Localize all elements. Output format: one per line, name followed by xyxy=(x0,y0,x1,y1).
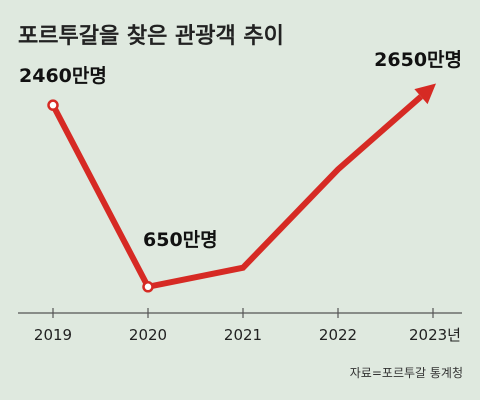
x-tick-label: 2021 xyxy=(224,326,262,344)
data-markers xyxy=(47,99,154,293)
data-label: 2460만명 xyxy=(19,65,107,87)
x-tick-label: 2019 xyxy=(34,326,72,344)
x-axis-tick-labels: 2019 2020 2021 2022 2023년 xyxy=(34,326,461,344)
data-point-marker xyxy=(142,281,154,293)
source-note: 자료=포르투갈 통계청 xyxy=(350,366,463,380)
series-end-arrow xyxy=(414,83,437,105)
x-tick-label: 2022 xyxy=(319,326,357,344)
chart-title: 포르투갈을 찾은 관광객 추이 xyxy=(18,24,284,49)
x-tick-label: 2020 xyxy=(129,326,167,344)
x-axis-ticks xyxy=(52,308,434,318)
series-line xyxy=(50,94,423,291)
x-tick-label: 2023년 xyxy=(409,326,461,344)
data-point-marker xyxy=(47,99,59,111)
data-label: 650만명 xyxy=(143,229,218,251)
data-labels: 2460만명 650만명 2650만명 xyxy=(19,49,462,251)
data-label: 2650만명 xyxy=(374,49,462,71)
